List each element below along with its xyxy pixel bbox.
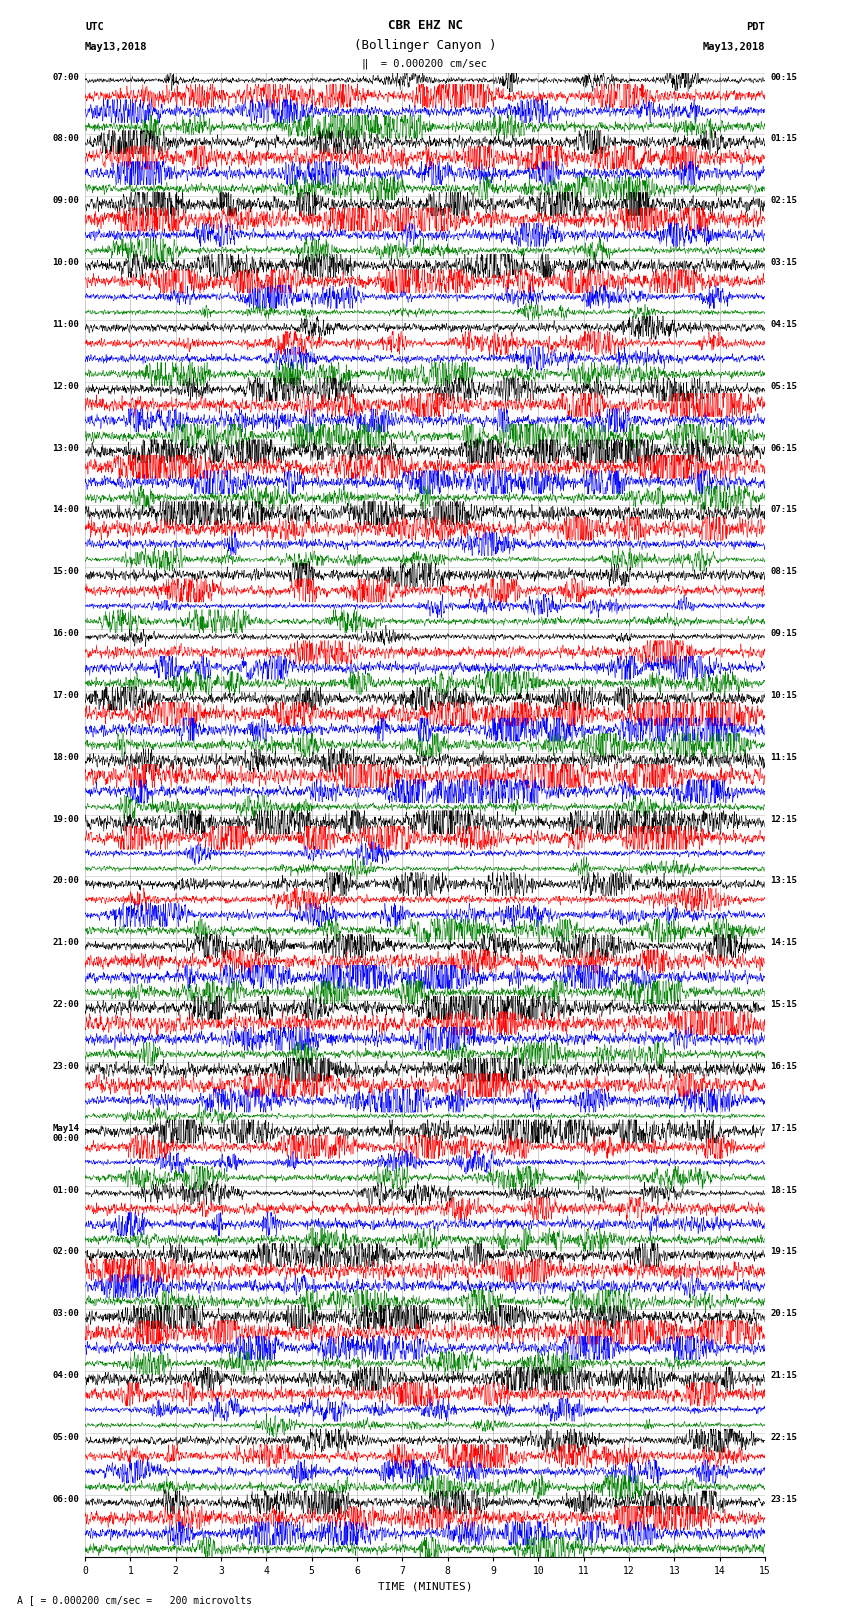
Text: 22:15: 22:15 [771,1432,797,1442]
Text: 05:15: 05:15 [771,382,797,390]
Text: 17:15: 17:15 [771,1124,797,1132]
Text: 19:00: 19:00 [53,815,79,824]
Text: UTC: UTC [85,23,104,32]
Text: 23:00: 23:00 [53,1061,79,1071]
Text: 10:15: 10:15 [771,690,797,700]
Text: 12:15: 12:15 [771,815,797,824]
Text: May13,2018: May13,2018 [702,42,765,52]
Text: 08:15: 08:15 [771,568,797,576]
Text: 02:00: 02:00 [53,1247,79,1257]
Text: 18:00: 18:00 [53,753,79,761]
Text: A [ = 0.000200 cm/sec =   200 microvolts: A [ = 0.000200 cm/sec = 200 microvolts [17,1595,252,1605]
Text: 19:15: 19:15 [771,1247,797,1257]
Text: 20:15: 20:15 [771,1310,797,1318]
Text: 16:00: 16:00 [53,629,79,639]
Text: 04:15: 04:15 [771,319,797,329]
Text: 15:15: 15:15 [771,1000,797,1010]
Text: 02:15: 02:15 [771,197,797,205]
Text: 12:00: 12:00 [53,382,79,390]
Text: 07:15: 07:15 [771,505,797,515]
Text: 20:00: 20:00 [53,876,79,886]
Text: 10:00: 10:00 [53,258,79,268]
Text: 21:00: 21:00 [53,939,79,947]
Text: May13,2018: May13,2018 [85,42,148,52]
Text: (Bollinger Canyon ): (Bollinger Canyon ) [354,39,496,52]
Text: 06:15: 06:15 [771,444,797,453]
Text: CBR EHZ NC: CBR EHZ NC [388,19,462,32]
Text: 13:15: 13:15 [771,876,797,886]
Text: 18:15: 18:15 [771,1186,797,1195]
Text: 23:15: 23:15 [771,1495,797,1503]
Text: 14:15: 14:15 [771,939,797,947]
Text: 22:00: 22:00 [53,1000,79,1010]
Text: 01:15: 01:15 [771,134,797,144]
Text: 07:00: 07:00 [53,73,79,82]
Text: ‖  = 0.000200 cm/sec: ‖ = 0.000200 cm/sec [362,58,488,69]
Text: 14:00: 14:00 [53,505,79,515]
Text: 21:15: 21:15 [771,1371,797,1381]
Text: May14
00:00: May14 00:00 [53,1124,79,1144]
Text: 11:15: 11:15 [771,753,797,761]
Text: 17:00: 17:00 [53,690,79,700]
Text: 08:00: 08:00 [53,134,79,144]
Text: 01:00: 01:00 [53,1186,79,1195]
Text: 03:15: 03:15 [771,258,797,268]
Text: PDT: PDT [746,23,765,32]
Text: 13:00: 13:00 [53,444,79,453]
Text: 04:00: 04:00 [53,1371,79,1381]
Text: 06:00: 06:00 [53,1495,79,1503]
Text: 09:15: 09:15 [771,629,797,639]
Text: 00:15: 00:15 [771,73,797,82]
X-axis label: TIME (MINUTES): TIME (MINUTES) [377,1581,473,1590]
Text: 03:00: 03:00 [53,1310,79,1318]
Text: 09:00: 09:00 [53,197,79,205]
Text: 05:00: 05:00 [53,1432,79,1442]
Text: 16:15: 16:15 [771,1061,797,1071]
Text: 11:00: 11:00 [53,319,79,329]
Text: 15:00: 15:00 [53,568,79,576]
